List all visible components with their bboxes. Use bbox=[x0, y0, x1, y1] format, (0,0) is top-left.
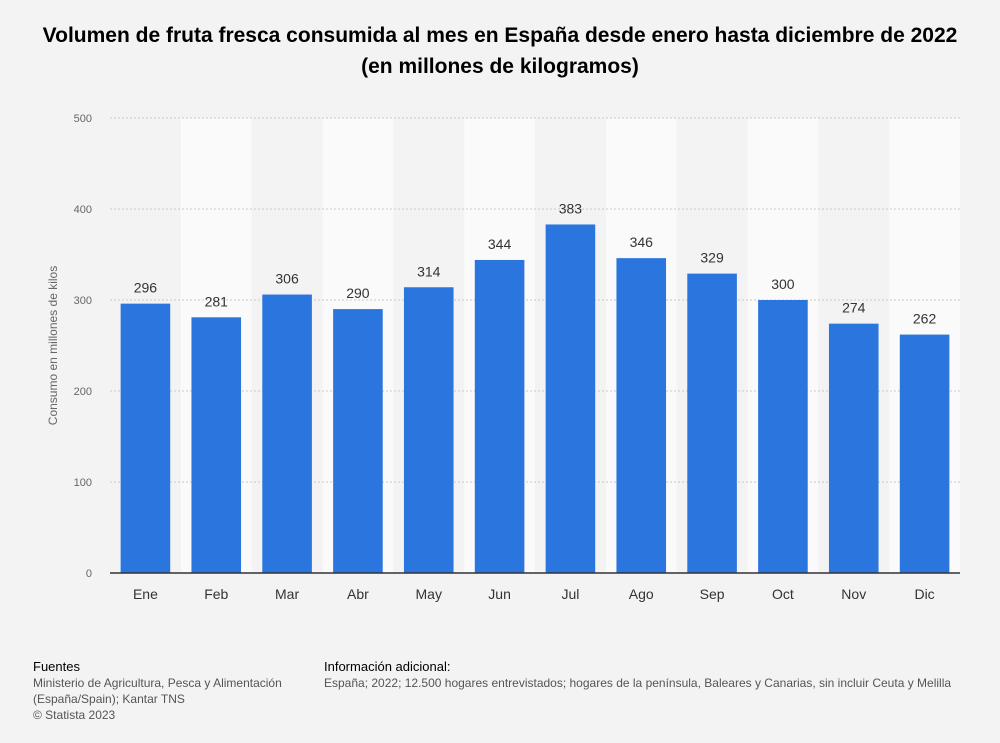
x-tick-label: Feb bbox=[204, 586, 228, 602]
sources-block: Fuentes Ministerio de Agricultura, Pesca… bbox=[33, 658, 282, 723]
x-tick-label: Ene bbox=[133, 586, 158, 602]
data-label: 306 bbox=[275, 271, 299, 287]
sources-line-1: Ministerio de Agricultura, Pesca y Alime… bbox=[33, 676, 282, 690]
sources-line-2: (España/Spain); Kantar TNS bbox=[33, 692, 185, 706]
bar bbox=[333, 309, 383, 573]
bar bbox=[687, 273, 737, 573]
bar bbox=[262, 294, 312, 573]
y-tick-label: 0 bbox=[86, 568, 92, 580]
y-tick-label: 100 bbox=[74, 477, 92, 489]
bar bbox=[120, 303, 171, 573]
y-tick-label: 300 bbox=[74, 295, 92, 307]
additional-info-text: España; 2022; 12.500 hogares entrevistad… bbox=[324, 676, 952, 690]
data-label: 300 bbox=[771, 276, 795, 292]
y-axis-title: Consumo en millones de kilos bbox=[46, 266, 60, 425]
chart-title: Volumen de fruta fresca consumida al mes… bbox=[42, 24, 958, 78]
y-tick-label: 200 bbox=[74, 386, 92, 398]
sources-heading: Fuentes bbox=[33, 659, 80, 674]
x-tick-label: May bbox=[416, 586, 442, 602]
x-tick-label: Ago bbox=[629, 586, 654, 602]
data-label: 329 bbox=[700, 250, 724, 266]
bar bbox=[899, 334, 950, 573]
additional-info-heading: Información adicional: bbox=[324, 659, 451, 674]
data-label: 383 bbox=[559, 200, 583, 216]
x-tick-label: Mar bbox=[275, 586, 299, 602]
bar bbox=[545, 224, 596, 573]
data-label: 262 bbox=[913, 311, 937, 327]
x-tick-label: Sep bbox=[700, 586, 725, 602]
data-label: 290 bbox=[346, 285, 370, 301]
copyright: © Statista 2023 bbox=[33, 708, 116, 722]
data-label: 346 bbox=[630, 234, 654, 250]
bar bbox=[616, 258, 667, 573]
data-label: 274 bbox=[842, 300, 866, 316]
data-label: 344 bbox=[488, 236, 512, 252]
data-label: 296 bbox=[134, 280, 158, 296]
x-tick-label: Abr bbox=[347, 586, 369, 602]
x-tick-label: Jul bbox=[561, 586, 579, 602]
x-tick-label: Jun bbox=[488, 586, 511, 602]
y-tick-label: 400 bbox=[74, 204, 92, 216]
additional-info-block: Información adicional: España; 2022; 12.… bbox=[324, 658, 951, 691]
x-tick-label: Oct bbox=[772, 586, 794, 602]
data-label: 314 bbox=[417, 263, 441, 279]
data-label: 281 bbox=[205, 293, 229, 309]
x-tick-label: Dic bbox=[914, 586, 934, 602]
bar bbox=[403, 287, 454, 573]
y-tick-label: 500 bbox=[74, 113, 92, 125]
bar bbox=[828, 323, 879, 573]
bar bbox=[758, 300, 808, 573]
x-tick-label: Nov bbox=[841, 586, 866, 602]
bar bbox=[474, 259, 525, 573]
bar bbox=[191, 317, 242, 573]
